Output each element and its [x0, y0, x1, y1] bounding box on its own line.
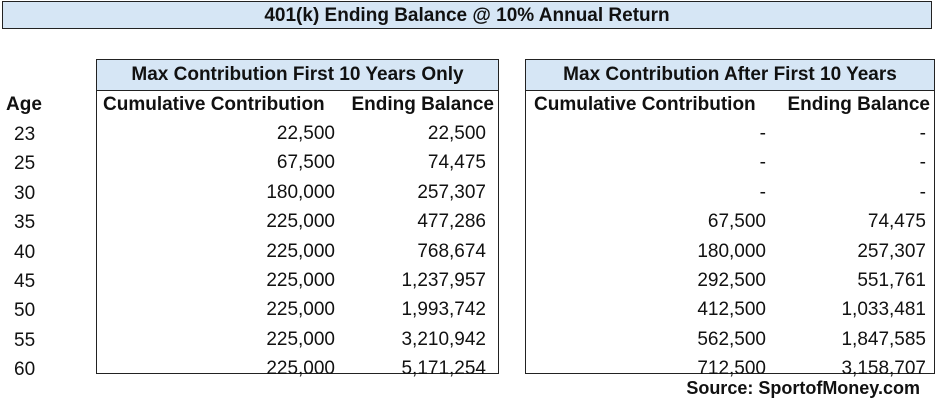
data-rows: - - - - - -67,500 74,475 180,000 257,307 292,500 5… [526, 119, 934, 384]
ending-balance-cell: - [919, 181, 926, 203]
ending-balance-cell: 3,158,707 [841, 358, 926, 380]
ending-balance-cell: 551,761 [857, 269, 926, 291]
cumulative-contribution-cell: - [759, 152, 766, 174]
age-cell: 25 [14, 153, 36, 175]
age-column-header: Age [6, 94, 42, 115]
table-row: 67,500 74,475 [526, 207, 934, 236]
table-row: 712,500 3,158,707 [526, 354, 934, 383]
age-cell: 40 [14, 241, 36, 263]
ending-balance-cell: 477,286 [417, 211, 486, 233]
ending-balance-cell: 22,500 [427, 123, 486, 144]
panel-after-10-years: Max Contribution After First 10 Years Cu… [525, 59, 935, 379]
age-cell: 50 [14, 300, 36, 322]
age-cell: 55 [14, 329, 36, 351]
cumulative-contribution-cell: - [759, 123, 766, 144]
source-credit: Source: SportofMoney.com [686, 378, 920, 398]
cumulative-contribution-cell: 292,500 [697, 269, 766, 291]
ending-balance-cell: 768,674 [417, 240, 486, 262]
table-row: 67,500 74,475 [97, 148, 498, 177]
ending-balance-cell: 1,033,481 [841, 299, 926, 321]
table-row: -- [526, 119, 934, 148]
cumulative-contribution-cell: - [759, 181, 766, 203]
column-headers: Cumulative Contribution Ending Balance [97, 91, 498, 119]
ending-balance-cell: 1,847,585 [841, 328, 926, 350]
ending-balance-cell: 257,307 [417, 181, 486, 203]
column-headers: Cumulative Contribution Ending Balance [526, 91, 934, 119]
panel-first-10-years: Max Contribution First 10 Years Only Cum… [96, 59, 499, 379]
cumulative-contribution-cell: 562,500 [697, 328, 766, 350]
table-title: 401(k) Ending Balance @ 10% Annual Retur… [2, 1, 932, 29]
table-row: 225,000 5,171,254 [97, 354, 498, 383]
table-row: 225,000 768,674 [97, 237, 498, 266]
cumulative-contribution-cell: 180,000 [266, 181, 335, 203]
table-row: 22,500 22,500 [97, 119, 498, 148]
ending-balance-cell: 1,993,742 [401, 299, 486, 321]
ending-balance-cell: 1,237,957 [401, 269, 486, 291]
table-row: 180,000 257,307 [97, 178, 498, 207]
table-row: 562,500 1,847,585 [526, 325, 934, 354]
table-row: 180,000 257,307 [526, 237, 934, 266]
table-row: 225,000 477,286 [97, 207, 498, 236]
cumulative-contribution-cell: 67,500 [276, 152, 335, 174]
ending-balance-cell: - [919, 152, 926, 174]
cumulative-contribution-cell: 712,500 [697, 358, 766, 380]
age-cell: 35 [14, 212, 36, 234]
table-row: 225,000 3,210,942 [97, 325, 498, 354]
age-column: 23 25 30 35 40 45 50 55 60 [0, 120, 96, 385]
age-cell: 60 [14, 359, 36, 381]
cumulative-contribution-header: Cumulative Contribution [103, 94, 325, 115]
age-cell: 30 [14, 182, 36, 204]
ending-balance-cell: 3,210,942 [401, 328, 486, 350]
table-row: -- [526, 148, 934, 177]
table-row: -- [526, 178, 934, 207]
cumulative-contribution-cell: 225,000 [266, 269, 335, 291]
cumulative-contribution-header: Cumulative Contribution [534, 94, 756, 115]
panel-title: Max Contribution After First 10 Years [526, 60, 934, 91]
cumulative-contribution-cell: 22,500 [276, 123, 335, 144]
table-row: 225,000 1,993,742 [97, 295, 498, 324]
data-rows: 22,500 22,500 67,500 74,475 180,000 257,307 22… [97, 119, 498, 384]
panel-title: Max Contribution First 10 Years Only [97, 60, 498, 91]
cumulative-contribution-cell: 412,500 [697, 299, 766, 321]
ending-balance-cell: 5,171,254 [401, 358, 486, 380]
age-cell: 45 [14, 270, 36, 292]
ending-balance-cell: - [919, 123, 926, 144]
ending-balance-header: Ending Balance [351, 94, 494, 115]
ending-balance-cell: 74,475 [427, 152, 486, 174]
cumulative-contribution-cell: 225,000 [266, 211, 335, 233]
ending-balance-cell: 74,475 [867, 211, 926, 233]
cumulative-contribution-cell: 225,000 [266, 299, 335, 321]
table-row: 412,500 1,033,481 [526, 295, 934, 324]
ending-balance-header: Ending Balance [787, 94, 930, 115]
ending-balance-cell: 257,307 [857, 240, 926, 262]
table-row: 225,000 1,237,957 [97, 266, 498, 295]
cumulative-contribution-cell: 225,000 [266, 240, 335, 262]
cumulative-contribution-cell: 225,000 [266, 358, 335, 380]
table-row: 292,500 551,761 [526, 266, 934, 295]
age-cell: 23 [14, 124, 36, 145]
cumulative-contribution-cell: 67,500 [707, 211, 766, 233]
cumulative-contribution-cell: 225,000 [266, 328, 335, 350]
cumulative-contribution-cell: 180,000 [697, 240, 766, 262]
